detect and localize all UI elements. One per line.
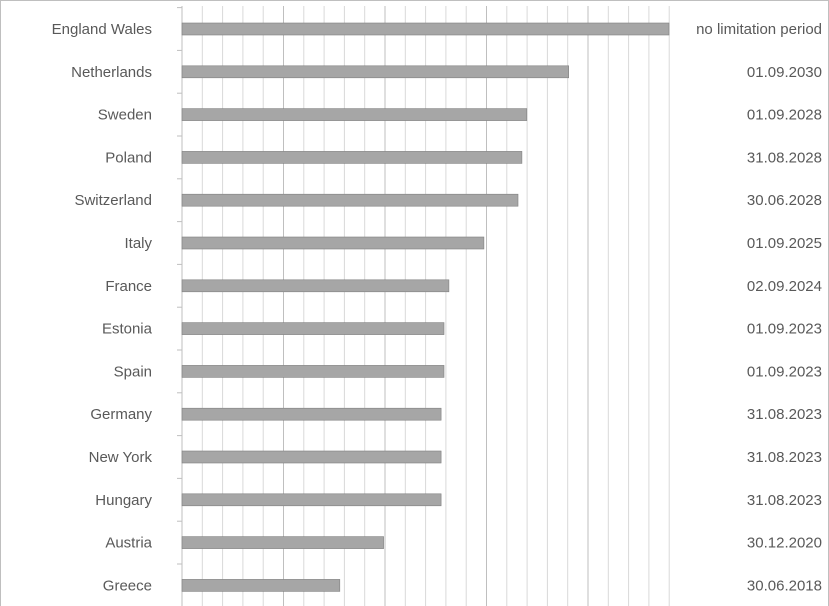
date-label: 31.08.2023 <box>747 492 822 509</box>
category-label: Hungary <box>95 492 152 509</box>
category-label: Poland <box>105 149 152 166</box>
bar <box>181 193 519 207</box>
date-label: 01.09.2030 <box>747 64 822 81</box>
date-label: 01.09.2028 <box>747 107 822 124</box>
bar <box>181 108 528 121</box>
date-label: 30.06.2018 <box>747 577 822 594</box>
bar <box>181 365 445 378</box>
date-label: 01.09.2023 <box>747 321 822 338</box>
date-label: 01.09.2025 <box>747 235 822 252</box>
date-label: 31.08.2023 <box>747 406 822 423</box>
category-label: France <box>105 278 152 295</box>
category-label: Germany <box>90 406 152 423</box>
gridlines <box>201 6 670 606</box>
bar <box>181 322 445 335</box>
date-label: 30.06.2028 <box>747 192 822 209</box>
bar <box>181 493 442 507</box>
category-label: England Wales <box>52 21 152 38</box>
bar <box>181 579 341 592</box>
bar <box>181 450 442 464</box>
date-label: 02.09.2024 <box>747 278 822 295</box>
bar <box>181 22 670 36</box>
date-label: no limitation period <box>696 21 822 38</box>
category-label: Sweden <box>98 107 152 124</box>
date-label: 31.08.2028 <box>747 149 822 166</box>
bar <box>181 236 485 250</box>
category-label: New York <box>89 449 153 466</box>
date-label: 01.09.2023 <box>747 363 822 380</box>
bar <box>181 65 570 79</box>
date-label: 30.12.2020 <box>747 535 822 552</box>
bar <box>181 151 523 164</box>
category-labels: England Wales Netherlands Sweden Poland Swit… <box>52 21 153 594</box>
category-label: Austria <box>105 535 152 552</box>
category-label: Switzerland <box>74 192 152 209</box>
category-label: Netherlands <box>71 64 152 81</box>
category-label: Italy <box>124 235 152 252</box>
bar <box>181 536 384 549</box>
category-label: Spain <box>114 363 152 380</box>
date-label: 31.08.2023 <box>747 449 822 466</box>
bars <box>181 22 670 592</box>
bar <box>181 279 450 293</box>
bar <box>181 407 442 421</box>
category-label: Estonia <box>102 321 153 338</box>
category-label: Greece <box>103 577 152 594</box>
date-labels: no limitation period 01.09.2030 01.09.2028… <box>696 21 822 594</box>
